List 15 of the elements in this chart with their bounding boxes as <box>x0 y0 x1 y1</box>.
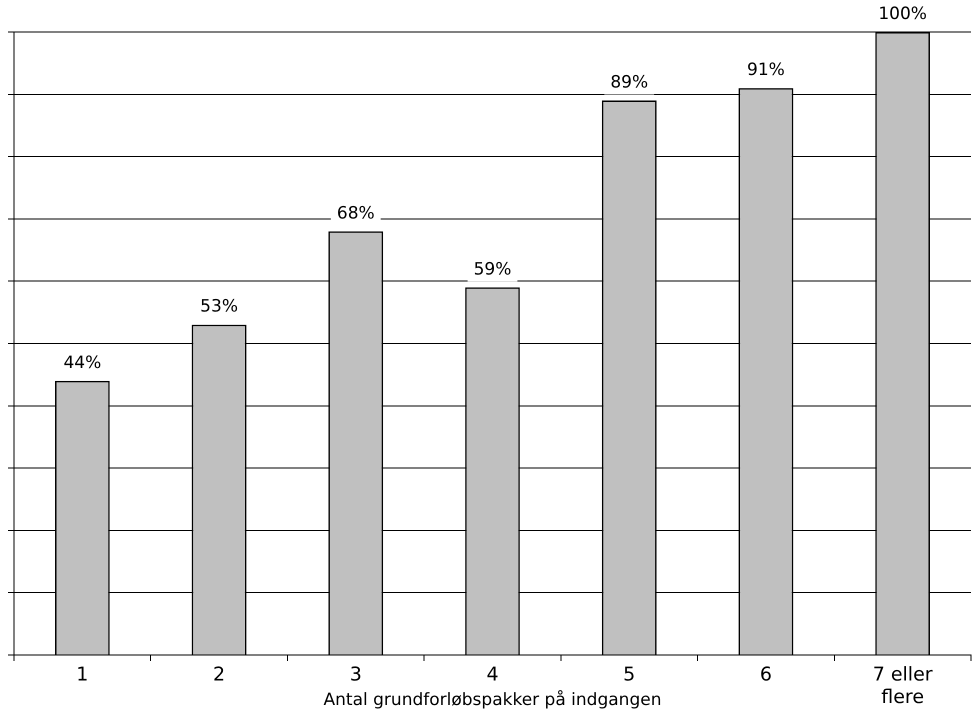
data-label: 59% <box>474 259 512 280</box>
data-label: 100% <box>878 4 927 24</box>
data-label: 89% <box>610 72 648 92</box>
x-tick-label: 6 <box>760 663 772 686</box>
x-tick-label: 5 <box>623 663 636 686</box>
x-tick-label: 3 <box>350 663 362 686</box>
x-tick-label: 1 <box>76 663 88 686</box>
x-tick-label: 2 <box>213 663 226 686</box>
x-tick-label: 4 <box>486 663 499 686</box>
data-label: 68% <box>336 203 375 224</box>
data-label: 44% <box>63 352 102 373</box>
data-label: 53% <box>200 296 238 317</box>
data-label: 91% <box>747 60 785 80</box>
x-axis-title: Antal grundforløbspakker på indgangen <box>324 690 662 710</box>
x-tick-label: 7 eller flere <box>872 663 933 708</box>
